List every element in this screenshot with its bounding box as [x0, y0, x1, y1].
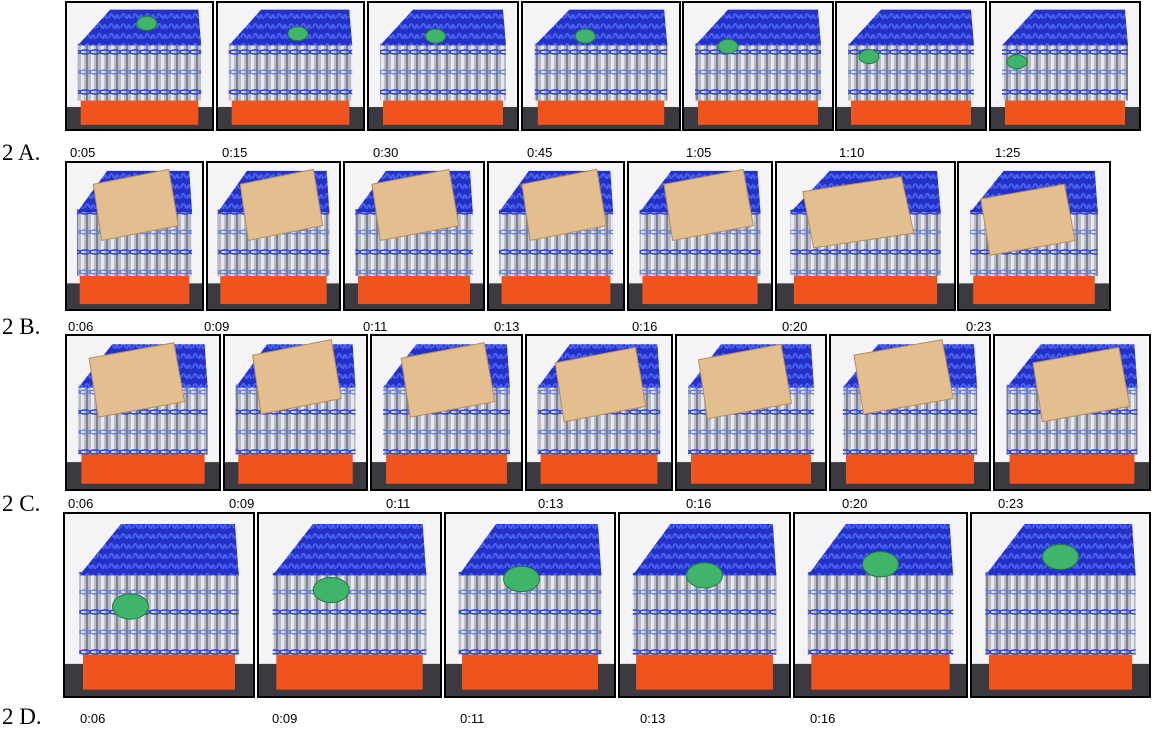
green-pepper — [137, 16, 157, 30]
timestamp: 0:13 — [538, 496, 563, 511]
photo-frame — [628, 162, 772, 310]
photo-frame — [344, 162, 484, 310]
pin-array — [273, 572, 427, 655]
photo-frame — [776, 162, 955, 310]
pin-array — [1002, 43, 1128, 101]
photo-frame — [676, 335, 826, 490]
pin-array — [79, 572, 239, 655]
row-label: 2 B. — [2, 314, 40, 339]
figure-row: 2 D. 0:06 0:09 0:11 0:13 0:16 — [2, 513, 1150, 728]
green-pepper — [426, 29, 446, 43]
green-pepper — [687, 563, 723, 588]
timestamp: 0:30 — [373, 145, 398, 160]
row-label: 2 C. — [2, 491, 40, 516]
timestamp: 0:06 — [68, 496, 93, 511]
timestamp: 0:23 — [966, 319, 991, 334]
photo-frame — [258, 513, 441, 697]
green-pepper — [113, 594, 149, 619]
row-label: 2 A. — [2, 140, 40, 165]
timestamp: 0:20 — [842, 496, 867, 511]
page: 2 A. 0:05 0:15 0:30 0:45 1:05 1:10 1:25 2 B. 0:06… — [0, 0, 1153, 728]
photo-frame — [207, 162, 340, 310]
green-pepper — [575, 29, 595, 43]
green-pepper — [313, 577, 349, 602]
timestamp: 0:45 — [527, 145, 552, 160]
figure-row: 2 A. 0:05 0:15 0:30 0:45 1:05 1:10 1:25 — [2, 2, 1140, 165]
photo-frame — [368, 2, 518, 130]
photo-frame — [958, 162, 1110, 310]
photo-frame — [66, 162, 203, 310]
timestamp: 1:10 — [839, 145, 864, 160]
green-pepper — [1007, 55, 1027, 69]
green-pepper — [288, 27, 308, 41]
green-pepper — [1043, 544, 1079, 569]
photo-frame — [522, 2, 680, 130]
photo-frame — [371, 335, 522, 490]
timestamp: 0:23 — [998, 496, 1023, 511]
figure: 2 A. 0:05 0:15 0:30 0:45 1:05 1:10 1:25 2 B. 0:06… — [0, 0, 1153, 728]
timestamp: 0:15 — [222, 145, 247, 160]
timestamp: 0:09 — [272, 711, 297, 726]
timestamp: 0:16 — [810, 711, 835, 726]
timestamp: 1:05 — [686, 145, 711, 160]
green-pepper — [718, 39, 738, 53]
photo-frame — [66, 335, 220, 490]
pin-array — [808, 572, 953, 655]
timestamp: 1:25 — [995, 145, 1020, 160]
pin-array — [380, 43, 506, 101]
photo-frame — [830, 335, 990, 490]
figure-row: 2 C. 0:06 0:09 0:11 0:13 0:16 0:20 0:23 — [2, 335, 1150, 516]
green-pepper — [859, 50, 879, 64]
photo-frame — [794, 513, 967, 697]
photo-frame — [64, 513, 254, 697]
figure-row: 2 B. 0:06 0:09 0:11 0:13 0:16 0:20 0:23 — [2, 162, 1110, 339]
pin-array — [985, 572, 1135, 655]
photo-frame — [990, 2, 1140, 130]
green-pepper — [504, 566, 540, 591]
photo-frame — [619, 513, 790, 697]
timestamp: 0:13 — [494, 319, 519, 334]
timestamp: 0:16 — [686, 496, 711, 511]
photo-frame — [994, 335, 1150, 490]
photo-frame — [683, 2, 833, 130]
photo-frame — [66, 2, 213, 130]
photo-frame — [971, 513, 1150, 697]
pin-array — [78, 43, 201, 101]
timestamp: 0:06 — [68, 319, 93, 334]
photo-frame — [526, 335, 672, 490]
timestamp: 0:13 — [640, 711, 665, 726]
photo-frame — [445, 513, 615, 697]
green-pepper — [863, 552, 899, 577]
timestamp: 0:11 — [363, 319, 387, 334]
photo-frame — [224, 335, 367, 490]
photo-frame — [488, 162, 624, 310]
photo-frame — [217, 2, 364, 130]
timestamp: 0:20 — [782, 319, 807, 334]
timestamp: 0:09 — [204, 319, 229, 334]
timestamp: 0:06 — [80, 711, 105, 726]
timestamp: 0:11 — [386, 496, 410, 511]
pin-array — [535, 43, 668, 101]
photo-frame — [836, 2, 986, 130]
pin-array — [229, 43, 352, 101]
timestamp: 0:05 — [70, 145, 95, 160]
row-label: 2 D. — [2, 704, 42, 728]
timestamp: 0:11 — [460, 711, 484, 726]
timestamp: 0:16 — [632, 319, 657, 334]
timestamp: 0:09 — [229, 496, 254, 511]
pin-array — [695, 43, 821, 101]
